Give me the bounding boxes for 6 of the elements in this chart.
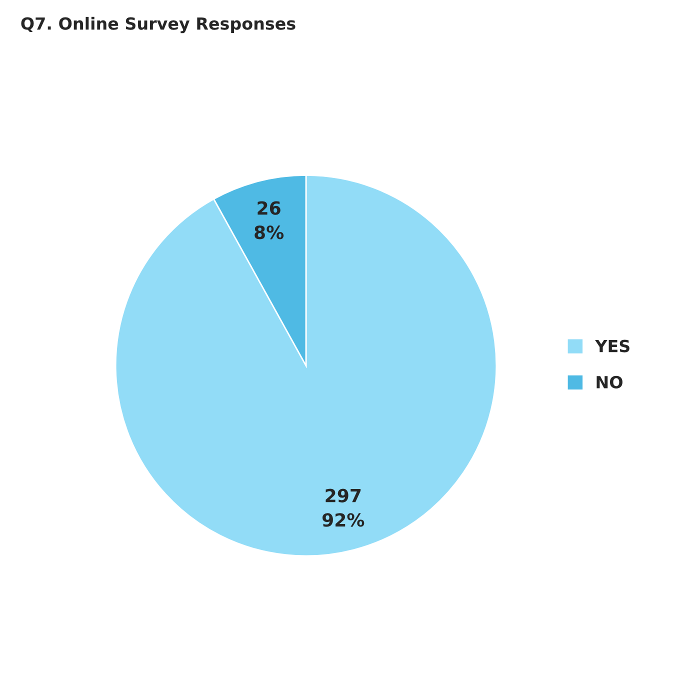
data-label: 297 92%: [322, 488, 364, 527]
data-label: 26 8%: [254, 201, 284, 240]
legend-label: NO: [596, 376, 622, 388]
chart-title: Q7. Online Survey Responses: [21, 16, 296, 34]
legend-label: YES: [595, 340, 630, 352]
pie-slice: [114, 174, 498, 557]
